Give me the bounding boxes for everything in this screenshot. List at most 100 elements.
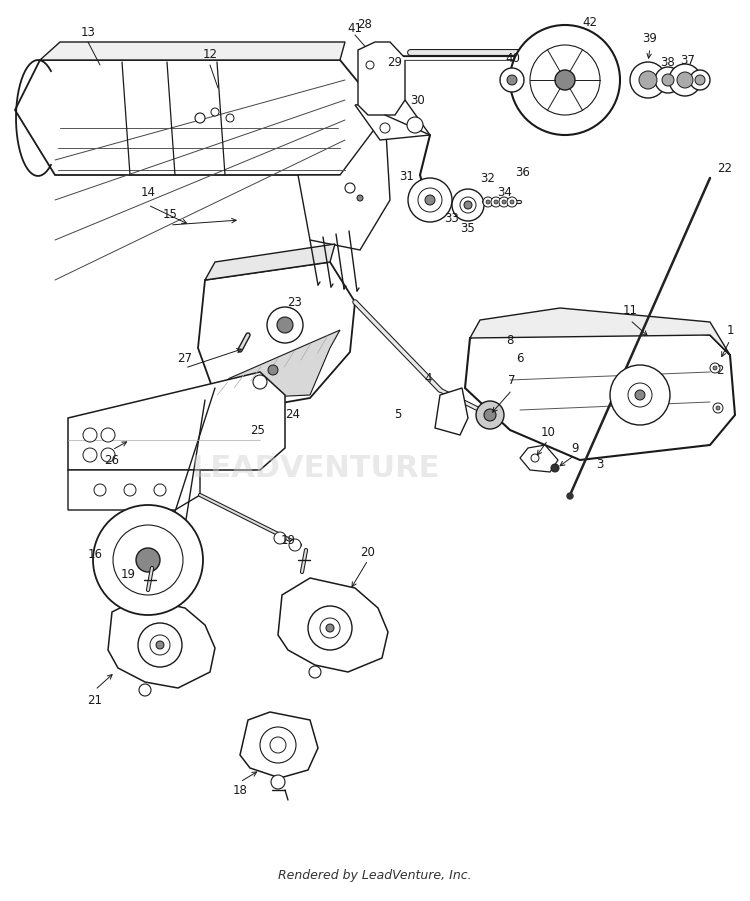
Circle shape [271, 775, 285, 789]
Circle shape [270, 737, 286, 753]
Circle shape [309, 666, 321, 678]
Circle shape [500, 68, 524, 92]
Text: Rendered by LeadVenture, Inc.: Rendered by LeadVenture, Inc. [278, 869, 472, 882]
Circle shape [510, 25, 620, 135]
Text: 36: 36 [515, 166, 530, 178]
Polygon shape [520, 445, 558, 472]
Circle shape [308, 606, 352, 650]
Text: 42: 42 [583, 15, 598, 29]
Text: 4: 4 [424, 371, 432, 385]
Circle shape [94, 484, 106, 496]
Circle shape [677, 72, 693, 88]
Circle shape [484, 409, 496, 421]
Text: 41: 41 [347, 22, 362, 34]
Circle shape [124, 484, 136, 496]
Polygon shape [198, 262, 355, 405]
Circle shape [425, 195, 435, 205]
Circle shape [507, 75, 517, 85]
Text: 7: 7 [509, 374, 516, 387]
Text: 37: 37 [680, 53, 695, 67]
Circle shape [154, 484, 166, 496]
Text: 9: 9 [572, 441, 579, 454]
Circle shape [274, 532, 286, 544]
Polygon shape [355, 100, 430, 140]
Circle shape [83, 448, 97, 462]
Circle shape [655, 67, 681, 93]
Circle shape [713, 366, 717, 370]
Text: 3: 3 [596, 459, 604, 471]
Circle shape [662, 74, 674, 86]
Text: 18: 18 [232, 784, 248, 796]
Circle shape [452, 189, 484, 221]
Circle shape [113, 525, 183, 595]
Text: 29: 29 [388, 56, 403, 68]
Circle shape [253, 375, 267, 389]
Circle shape [507, 197, 517, 207]
Polygon shape [358, 42, 405, 115]
Circle shape [460, 197, 476, 213]
Text: 19: 19 [121, 568, 136, 580]
Text: 11: 11 [622, 304, 638, 316]
Circle shape [690, 70, 710, 90]
Circle shape [268, 365, 278, 375]
Polygon shape [68, 470, 200, 510]
Polygon shape [240, 712, 318, 778]
Text: 25: 25 [251, 423, 266, 436]
Circle shape [499, 197, 509, 207]
Polygon shape [470, 308, 730, 355]
Text: 14: 14 [140, 186, 155, 198]
Text: 32: 32 [481, 171, 496, 185]
Polygon shape [465, 315, 735, 460]
Text: 38: 38 [661, 56, 675, 68]
Circle shape [630, 62, 666, 98]
Circle shape [326, 624, 334, 632]
Text: 19: 19 [280, 533, 296, 547]
Text: 23: 23 [287, 296, 302, 308]
Circle shape [464, 201, 472, 209]
Circle shape [510, 200, 514, 204]
Circle shape [551, 464, 559, 472]
Circle shape [138, 623, 182, 667]
Text: 30: 30 [411, 94, 425, 106]
Circle shape [380, 123, 390, 133]
Circle shape [713, 403, 723, 413]
Text: 22: 22 [718, 161, 733, 175]
Text: 13: 13 [80, 25, 95, 39]
Circle shape [491, 197, 501, 207]
Polygon shape [40, 42, 345, 60]
Circle shape [639, 71, 657, 89]
Circle shape [260, 727, 296, 763]
Text: 16: 16 [88, 549, 103, 561]
Text: 6: 6 [516, 351, 524, 365]
Circle shape [502, 200, 506, 204]
Text: 40: 40 [506, 51, 520, 65]
Polygon shape [108, 598, 215, 688]
Polygon shape [68, 372, 285, 470]
Circle shape [476, 401, 504, 429]
Circle shape [695, 75, 705, 85]
Circle shape [150, 635, 170, 655]
Circle shape [531, 454, 539, 462]
Text: 31: 31 [400, 170, 415, 184]
Circle shape [101, 448, 115, 462]
Text: 10: 10 [541, 425, 556, 439]
Circle shape [226, 114, 234, 122]
Circle shape [83, 428, 97, 442]
Circle shape [408, 178, 452, 222]
Circle shape [211, 108, 219, 116]
Circle shape [101, 428, 115, 442]
Text: 28: 28 [358, 19, 373, 32]
Text: 20: 20 [361, 545, 376, 559]
Circle shape [136, 548, 160, 572]
Text: 8: 8 [506, 333, 514, 347]
Polygon shape [435, 388, 468, 435]
Circle shape [345, 183, 355, 193]
Circle shape [195, 113, 205, 123]
Circle shape [486, 200, 490, 204]
Circle shape [716, 406, 720, 410]
Circle shape [710, 363, 720, 373]
Circle shape [289, 539, 301, 551]
Circle shape [267, 307, 303, 343]
Text: 1: 1 [726, 323, 734, 336]
Text: 24: 24 [286, 408, 301, 422]
